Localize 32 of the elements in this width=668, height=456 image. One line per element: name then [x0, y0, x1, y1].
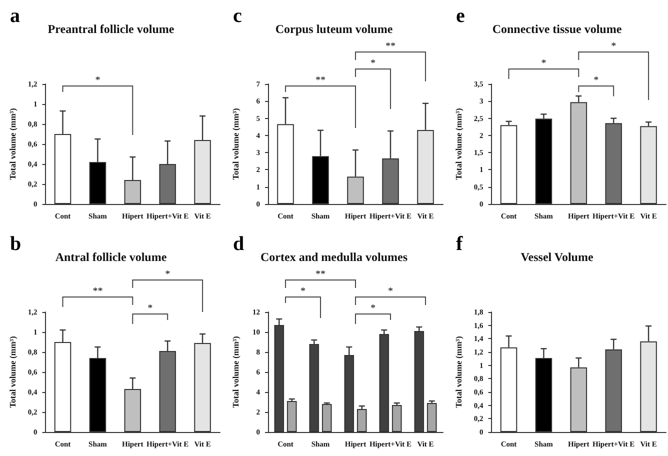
annotation: ** — [316, 75, 326, 86]
text: e — [456, 5, 465, 27]
y-axis-title: Total volume (mm³) — [230, 336, 240, 408]
text: c — [233, 5, 242, 27]
text: * — [388, 286, 393, 297]
y-axis-title: Total volume (mm³) — [8, 108, 18, 180]
chart-title: Cortex and medulla volumes — [260, 250, 408, 264]
annotation: * — [95, 75, 100, 86]
y-axis-title: Total volume (mm³) — [454, 336, 464, 408]
text: ** — [92, 286, 103, 297]
text: a — [10, 5, 20, 27]
text: * — [611, 41, 616, 52]
chart-title: Connective tissue volume — [492, 22, 622, 36]
y-axis-title: Total volume (mm³) — [230, 108, 240, 180]
text: d — [233, 233, 244, 255]
text: f — [456, 233, 463, 255]
text: ** — [316, 269, 326, 280]
chart-title: Preantral follicle volume — [48, 22, 175, 36]
y-axis-title: Total volume (mm³) — [454, 108, 464, 180]
text: b — [10, 233, 22, 255]
text: * — [541, 58, 546, 69]
y-axis-title: Total volume (mm³) — [8, 336, 18, 408]
chart-title: Corpus luteum volume — [275, 22, 394, 36]
annotation: * — [594, 75, 599, 86]
annotation: * — [148, 303, 153, 314]
chart-title: Vessel Volume — [520, 250, 594, 264]
text: ** — [386, 41, 396, 52]
chart-title: Antral follicle volume — [55, 250, 168, 264]
text: * — [370, 58, 376, 69]
text: * — [300, 286, 306, 297]
annotation: * — [370, 303, 376, 314]
text: * — [165, 269, 170, 280]
